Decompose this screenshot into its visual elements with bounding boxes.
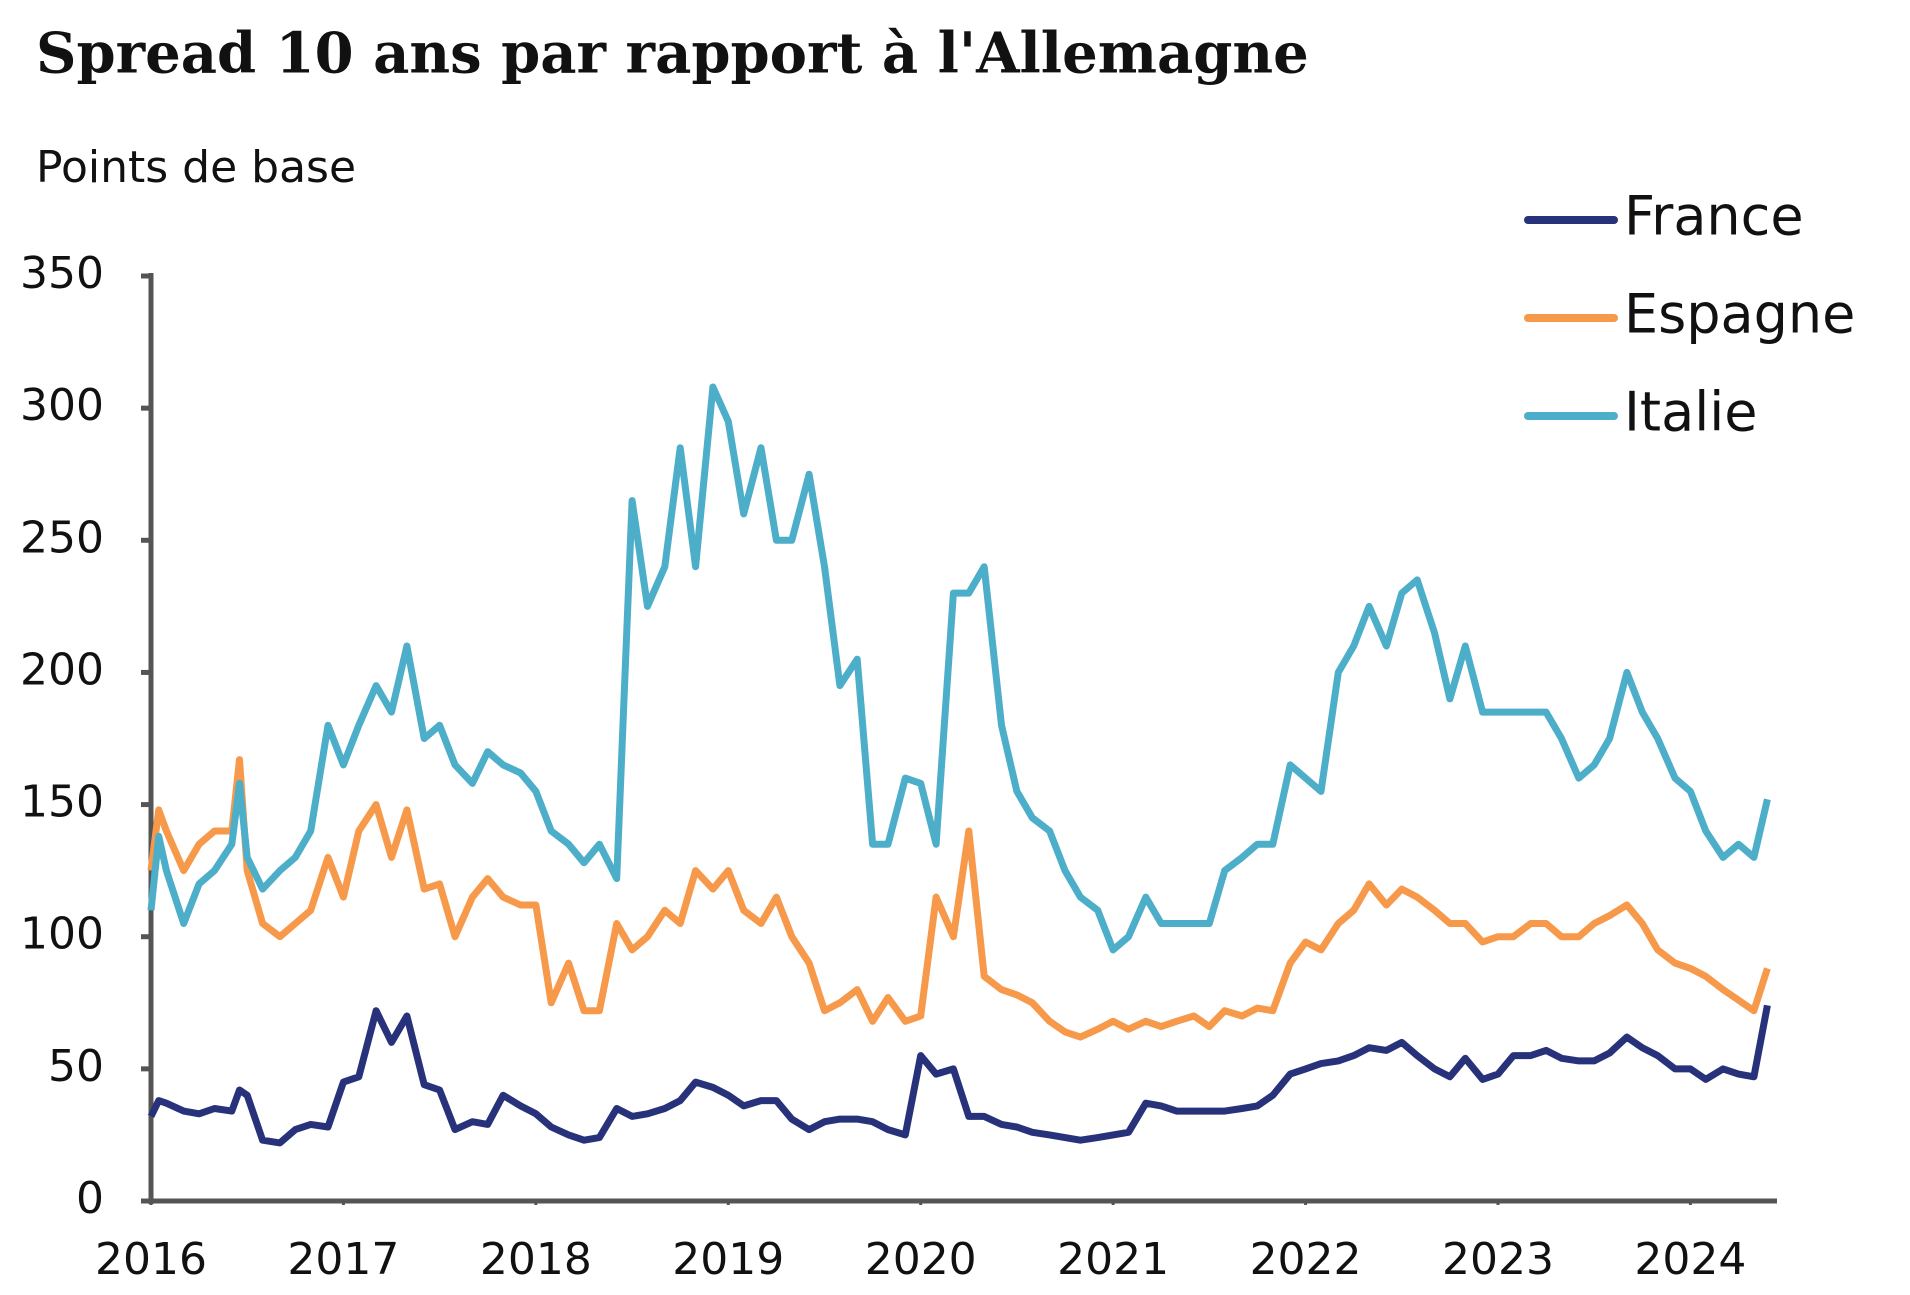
x-tick-label: 2024 bbox=[1634, 1234, 1746, 1285]
x-tick-label: 2016 bbox=[95, 1234, 207, 1285]
x-tick-label: 2023 bbox=[1442, 1234, 1554, 1285]
x-tick-label: 2020 bbox=[865, 1234, 977, 1285]
legend-label: France bbox=[1624, 185, 1804, 248]
chart-title: Spread 10 ans par rapport à l'Allemagne bbox=[36, 21, 1309, 87]
x-tick-label: 2021 bbox=[1057, 1234, 1169, 1285]
y-tick-label: 50 bbox=[48, 1041, 104, 1092]
legend-label: Espagne bbox=[1624, 283, 1855, 346]
legend-label: Italie bbox=[1624, 381, 1757, 444]
series-line bbox=[147, 1004, 1771, 1147]
y-axis-label: Points de base bbox=[36, 142, 356, 193]
series-line bbox=[147, 383, 1771, 954]
y-tick-label: 200 bbox=[20, 644, 104, 695]
x-tick-label: 2019 bbox=[672, 1234, 784, 1285]
y-tick-label: 350 bbox=[20, 248, 104, 299]
y-tick-label: 250 bbox=[20, 512, 104, 563]
y-tick-label: 100 bbox=[20, 909, 104, 960]
y-tick-label: 300 bbox=[20, 380, 104, 431]
y-tick-label: 0 bbox=[76, 1173, 104, 1224]
x-tick-label: 2018 bbox=[480, 1234, 592, 1285]
y-tick-label: 150 bbox=[20, 777, 104, 828]
x-tick-label: 2017 bbox=[287, 1234, 399, 1285]
series-line bbox=[147, 756, 1771, 1041]
x-tick-label: 2022 bbox=[1250, 1234, 1362, 1285]
